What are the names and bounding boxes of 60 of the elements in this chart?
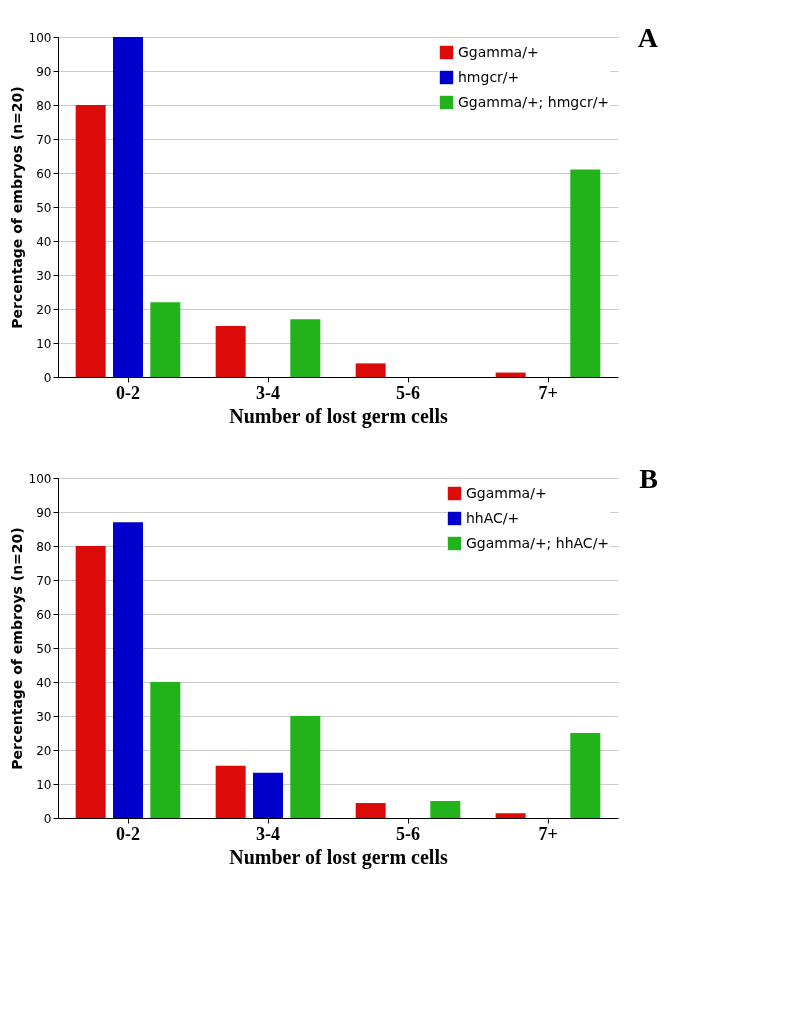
legend-label: Ggamma/+; hhAC/+ <box>466 534 610 551</box>
bar <box>113 37 143 377</box>
y-tick-label: 30 <box>36 709 52 724</box>
y-tick-label: 90 <box>36 505 52 520</box>
bar <box>150 682 181 818</box>
y-tick-label: 70 <box>36 132 52 147</box>
bar <box>570 169 601 377</box>
y-tick-label: 80 <box>36 539 52 554</box>
y-axis-title: Percentage of embryos (n=20) <box>8 86 25 329</box>
y-tick-label: 10 <box>36 336 52 351</box>
bar <box>253 772 283 818</box>
x-tick-label: 0-2 <box>116 382 140 403</box>
y-tick-label: 50 <box>36 641 52 656</box>
y-tick-label: 30 <box>36 268 52 283</box>
bar <box>215 326 246 377</box>
y-tick-label: 0 <box>43 370 52 385</box>
bar <box>75 546 106 818</box>
x-tick-label: 7+ <box>538 382 558 403</box>
text: B <box>639 463 658 494</box>
bar <box>150 302 181 377</box>
bar <box>75 105 106 377</box>
y-axis-title: Percentage of embroys (n=20) <box>8 527 25 770</box>
x-tick-label: 3-4 <box>256 823 280 844</box>
x-tick-label: 7+ <box>538 823 558 844</box>
y-tick-label: 90 <box>36 64 52 79</box>
y-tick-label: 70 <box>36 573 52 588</box>
bar <box>495 813 526 818</box>
bar <box>215 765 246 818</box>
y-tick-label: 100 <box>28 471 52 486</box>
y-tick-label: 10 <box>36 777 52 792</box>
legend-label: hmgcr/+ <box>458 68 520 85</box>
bar <box>113 522 143 818</box>
y-tick-label: 0 <box>43 811 52 826</box>
y-tick-label: 50 <box>36 200 52 215</box>
y-tick-label: 40 <box>36 675 52 690</box>
legend-label: hhAC/+ <box>466 509 520 526</box>
x-tick-label: 5-6 <box>396 823 420 844</box>
y-tick-label: 100 <box>28 30 52 45</box>
y-tick-label: 20 <box>36 743 52 758</box>
x-tick-label: 0-2 <box>116 823 140 844</box>
y-tick-label: 60 <box>36 166 52 181</box>
y-tick-label: 20 <box>36 302 52 317</box>
bar <box>495 372 526 377</box>
x-tick-label: 5-6 <box>396 382 420 403</box>
legend-label: Ggamma/+ <box>458 43 539 60</box>
y-tick-label: 40 <box>36 234 52 249</box>
bar <box>355 803 386 818</box>
legend-label: Ggamma/+; hmgcr/+ <box>458 93 610 110</box>
bar <box>290 319 321 377</box>
legend-label: Ggamma/+ <box>466 484 547 501</box>
bar <box>570 733 601 818</box>
x-axis-title: Number of lost germ cells <box>229 404 448 428</box>
bar <box>355 363 386 377</box>
x-axis-title: Number of lost germ cells <box>229 845 448 869</box>
text: A <box>637 22 659 53</box>
bar <box>290 716 321 818</box>
bar <box>430 801 461 818</box>
y-tick-label: 60 <box>36 607 52 622</box>
x-tick-label: 3-4 <box>256 382 280 403</box>
y-tick-label: 80 <box>36 98 52 113</box>
